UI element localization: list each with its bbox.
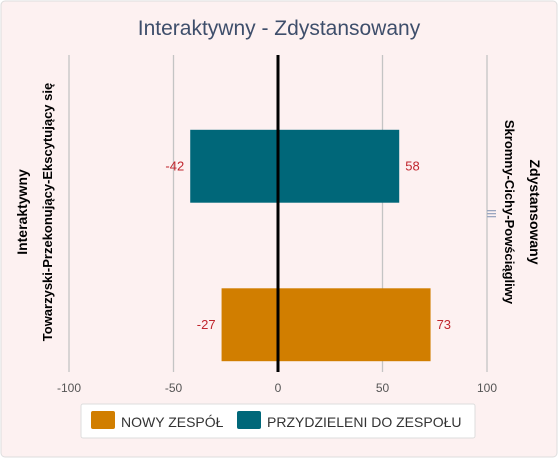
- legend-swatch-new-team: [91, 411, 115, 429]
- legend-item-new-team[interactable]: NOWY ZESPÓŁ: [91, 411, 224, 430]
- x-tick-label-4: 100: [477, 381, 497, 395]
- legend: NOWY ZESPÓŁ PRZYDZIELENI DO ZESPOŁU: [80, 403, 476, 439]
- x-tick-labels: -100 -50 0 50 100: [57, 381, 497, 395]
- legend-swatch-assigned: [237, 411, 261, 429]
- legend-item-assigned[interactable]: PRZYDZIELENI DO ZESPOŁU: [237, 411, 461, 430]
- bar-1[interactable]: [221, 288, 431, 362]
- x-tick-label-2: 0: [275, 381, 282, 395]
- left-axis-label-line1: Interaktywny: [14, 169, 30, 255]
- x-tick-label-0: -100: [57, 381, 81, 395]
- right-axis-label-line2: Skromny-Cichy-Powściągliwy: [502, 120, 517, 305]
- legend-label-new-team: NOWY ZESPÓŁ: [121, 414, 224, 430]
- hamburger-icon[interactable]: [487, 210, 496, 218]
- left-axis-label-line2: Towarzyski-Przekonujący-Ekscytujący się: [40, 83, 55, 341]
- value-labels: -42 58 -27 73: [165, 158, 451, 332]
- chart-title: Interaktywny - Zdystansowany: [138, 17, 421, 40]
- bar-right-value-label-1: 73: [437, 317, 451, 332]
- bar-left-value-label-0: -42: [165, 158, 184, 173]
- bar-left-value-label-1: -27: [197, 317, 216, 332]
- bar-right-value-label-0: 58: [405, 158, 419, 173]
- x-tick-label-1: -50: [165, 381, 183, 395]
- legend-label-assigned: PRZYDZIELENI DO ZESPOŁU: [267, 414, 461, 430]
- bars: [190, 129, 431, 362]
- bar-0[interactable]: [190, 129, 400, 203]
- legend-box: [80, 403, 476, 439]
- right-axis-label-line1: Zdystansowany: [527, 159, 543, 264]
- x-tick-label-3: 50: [376, 381, 390, 395]
